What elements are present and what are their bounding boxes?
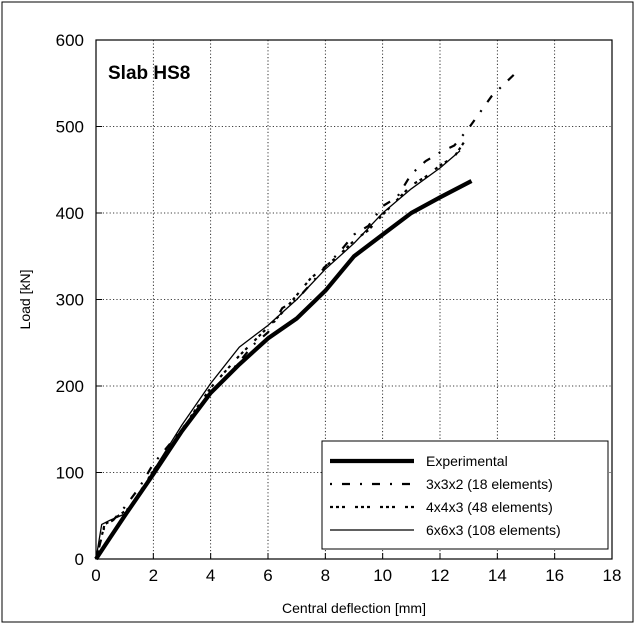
y-tick-label: 600 [56, 31, 84, 50]
x-axis-tick-labels: 0 2 4 6 8 10 12 14 16 18 [91, 566, 621, 585]
x-tick-label: 8 [321, 566, 330, 585]
y-tick-label: 300 [56, 291, 84, 310]
x-tick-label: 14 [488, 566, 507, 585]
x-axis-title: Central deflection [mm] [282, 600, 426, 616]
y-tick-label: 100 [56, 464, 84, 483]
series-line [94, 179, 473, 561]
x-tick-label: 0 [91, 566, 100, 585]
series-line [95, 150, 461, 560]
series-1 [94, 179, 473, 561]
legend: Experimental 3x3x2 (18 elements) 4x4x3 (48… [321, 440, 609, 550]
y-tick-label: 400 [56, 204, 84, 223]
x-tick-label: 2 [149, 566, 158, 585]
series-layer [94, 67, 522, 561]
legend-label: 4x4x3 (48 elements) [426, 499, 553, 515]
chart-title: Slab HS8 [108, 63, 190, 84]
legend-label: 3x3x2 (18 elements) [426, 476, 553, 492]
x-tick-label: 10 [373, 566, 392, 585]
axis-ticks [95, 39, 613, 560]
legend-label: Experimental [426, 453, 508, 469]
y-tick-label: 0 [75, 550, 84, 569]
y-tick-label: 200 [56, 377, 84, 396]
series-line [94, 134, 470, 560]
x-tick-label: 4 [206, 566, 215, 585]
legend-label: 6x6x3 (108 elements) [426, 522, 561, 538]
x-tick-label: 6 [263, 566, 272, 585]
legend-items: Experimental 3x3x2 (18 elements) 4x4x3 (48… [330, 453, 561, 538]
series-3 [94, 134, 470, 560]
x-tick-label: 16 [545, 566, 564, 585]
y-tick-label: 500 [56, 118, 84, 137]
x-tick-label: 12 [431, 566, 450, 585]
y-axis-title: Load [kN] [17, 270, 33, 330]
y-axis-tick-labels: 0 100 200 300 400 500 600 [56, 31, 84, 569]
x-tick-label: 18 [603, 566, 622, 585]
series-4 [95, 150, 461, 560]
